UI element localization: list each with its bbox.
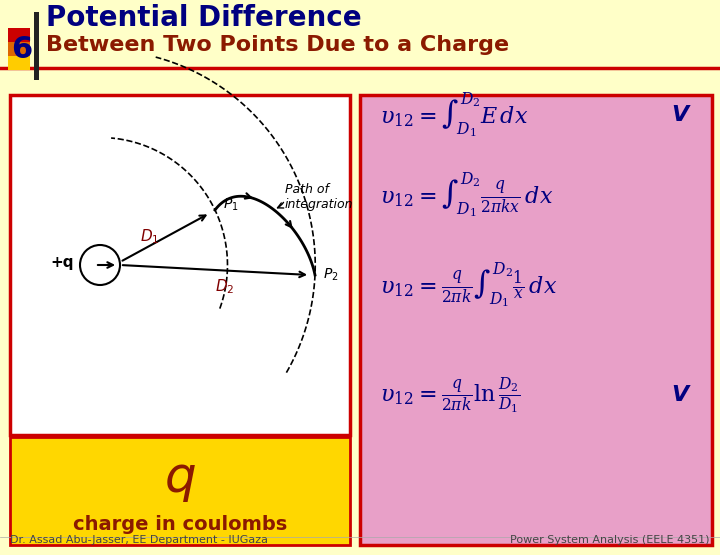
Text: $P_2$: $P_2$ xyxy=(323,267,338,283)
Text: $\upsilon_{12} = \frac{q}{2\pi k} \ln\frac{D_2}{D_1}$: $\upsilon_{12} = \frac{q}{2\pi k} \ln\fr… xyxy=(380,375,520,415)
FancyBboxPatch shape xyxy=(8,56,30,70)
Text: $P_1$: $P_1$ xyxy=(223,197,238,213)
Text: $\upsilon_{12} = \int_{D_1}^{D_2} E\,dx$: $\upsilon_{12} = \int_{D_1}^{D_2} E\,dx$ xyxy=(380,90,528,140)
FancyBboxPatch shape xyxy=(10,95,350,435)
Text: V: V xyxy=(671,105,688,125)
Text: V: V xyxy=(671,385,688,405)
Text: $\upsilon_{12} = \frac{q}{2\pi k} \int_{D_1}^{D_2} \frac{1}{x}\,dx$: $\upsilon_{12} = \frac{q}{2\pi k} \int_{… xyxy=(380,260,557,310)
Text: $\upsilon_{12} = \int_{D_1}^{D_2} \frac{q}{2\pi k x}\,dx$: $\upsilon_{12} = \int_{D_1}^{D_2} \frac{… xyxy=(380,170,553,220)
Text: 6: 6 xyxy=(12,36,32,64)
FancyBboxPatch shape xyxy=(8,42,30,56)
Text: $D_2$: $D_2$ xyxy=(215,278,235,296)
Text: Between Two Points Due to a Charge: Between Two Points Due to a Charge xyxy=(46,35,509,55)
Text: +q: +q xyxy=(50,255,73,270)
FancyBboxPatch shape xyxy=(360,95,712,545)
FancyBboxPatch shape xyxy=(34,12,39,80)
Text: Potential Difference: Potential Difference xyxy=(46,4,361,32)
FancyBboxPatch shape xyxy=(10,437,350,545)
Text: Power System Analysis (EELE 4351): Power System Analysis (EELE 4351) xyxy=(510,535,710,545)
Text: $q$: $q$ xyxy=(164,456,196,504)
Text: $D_1$: $D_1$ xyxy=(140,228,160,246)
Text: Dr. Assad Abu-Jasser, EE Department - IUGaza: Dr. Assad Abu-Jasser, EE Department - IU… xyxy=(10,535,268,545)
Text: charge in coulombs: charge in coulombs xyxy=(73,516,287,534)
FancyBboxPatch shape xyxy=(8,28,30,42)
Text: Path of
integration: Path of integration xyxy=(285,183,354,211)
